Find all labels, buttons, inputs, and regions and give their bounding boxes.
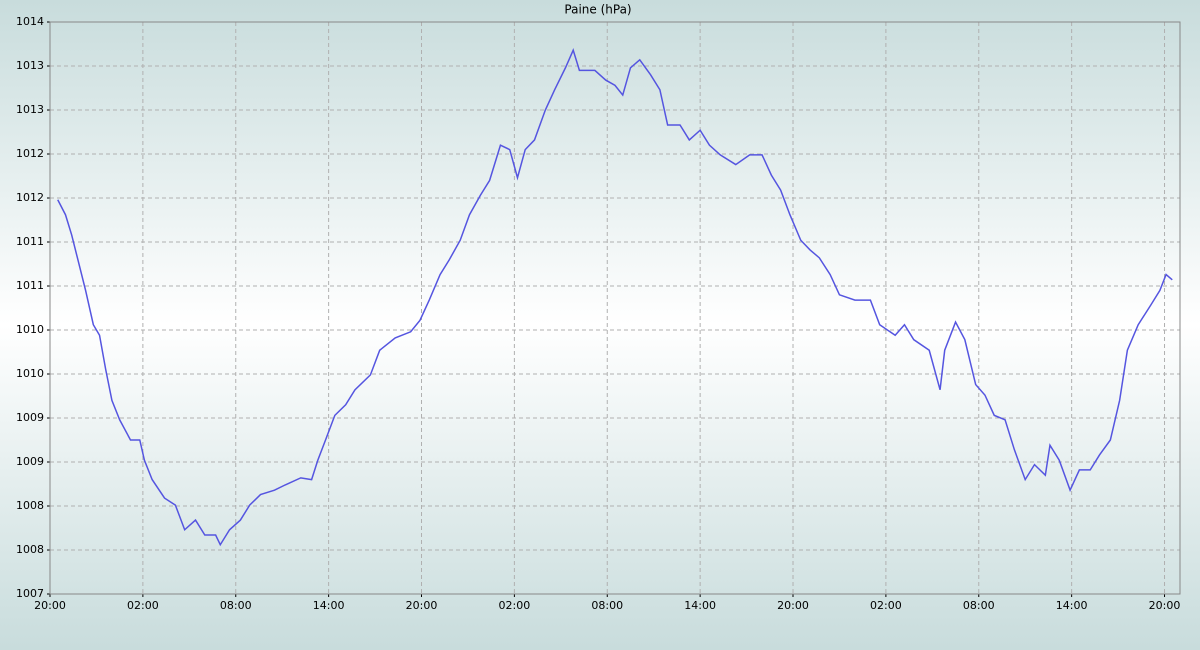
line — [57, 48, 1173, 547]
x-tick-label: 20:00 — [1149, 599, 1181, 612]
x-tick-label: 14:00 — [1056, 599, 1088, 612]
chart-title: Paine (hPa) — [564, 3, 631, 17]
y-tick-label: 1009 — [16, 455, 44, 468]
x-tick-label: 08:00 — [220, 599, 252, 612]
x-tick-label: 14:00 — [684, 599, 716, 612]
y-tick-label: 1008 — [16, 543, 44, 556]
x-tick-label: 02:00 — [870, 599, 902, 612]
y-tick-label: 1011 — [16, 235, 44, 248]
y-tick-label: 1012 — [16, 191, 44, 204]
y-tick-label: 1010 — [16, 323, 44, 336]
x-tick-label: 20:00 — [777, 599, 809, 612]
x-tick-label: 14:00 — [313, 599, 345, 612]
y-tick-label: 1014 — [16, 15, 44, 28]
plot-frame — [49, 21, 1181, 595]
y-tick-label: 1007 — [16, 587, 44, 600]
y-tick-label: 1013 — [16, 59, 44, 72]
y-tick-label: 1009 — [16, 411, 44, 424]
x-tick-label: 08:00 — [963, 599, 995, 612]
y-tick-label: 1012 — [16, 147, 44, 160]
x-tick-label: 08:00 — [591, 599, 623, 612]
y-tick-label: 1013 — [16, 103, 44, 116]
y-tick-label: 1008 — [16, 499, 44, 512]
y-tick-label: 1011 — [16, 279, 44, 292]
x-tick-label: 20:00 — [406, 599, 438, 612]
y-tick-label: 1010 — [16, 367, 44, 380]
x-tick-label: 20:00 — [34, 599, 66, 612]
x-tick-label: 02:00 — [127, 599, 159, 612]
x-tick-label: 02:00 — [499, 599, 531, 612]
